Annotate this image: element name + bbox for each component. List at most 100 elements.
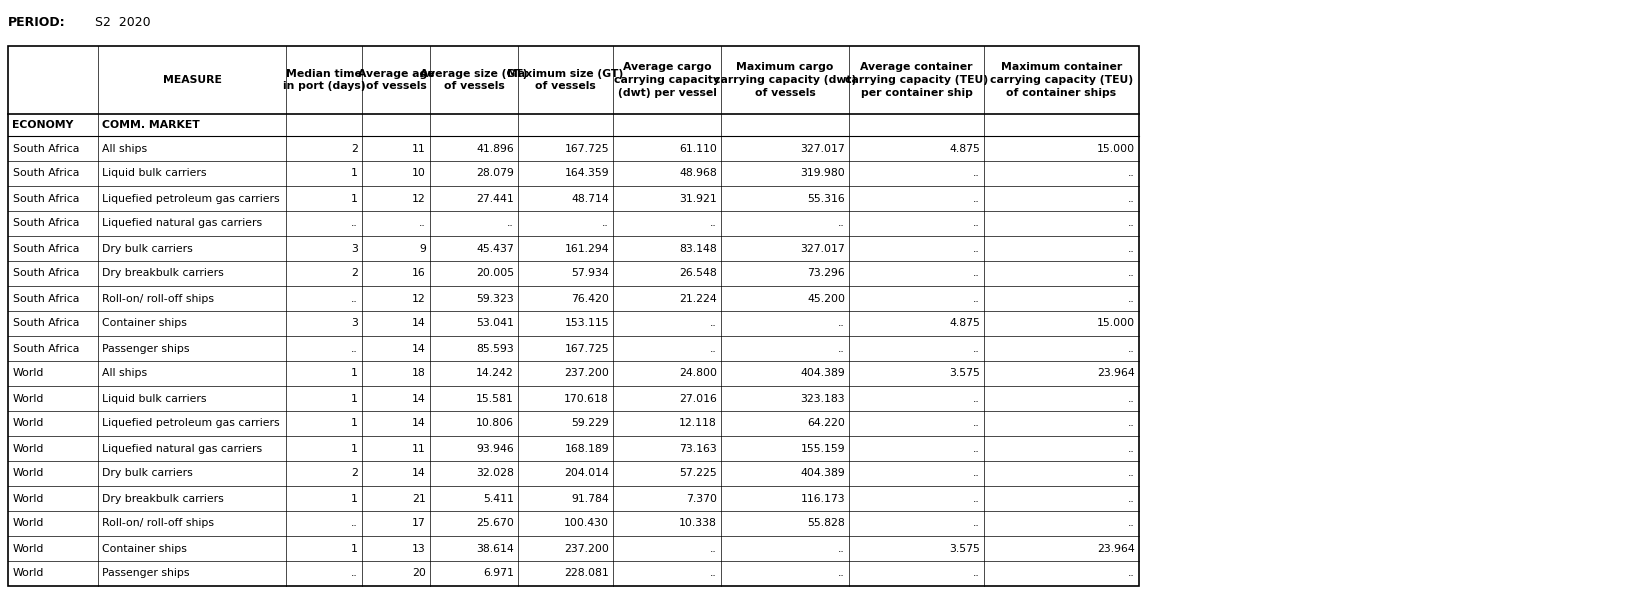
Text: ..: ..	[350, 219, 359, 228]
Text: 26.548: 26.548	[680, 269, 717, 278]
Text: 83.148: 83.148	[680, 243, 717, 254]
Text: 327.017: 327.017	[800, 144, 844, 153]
Text: 11: 11	[412, 144, 425, 153]
Text: 21.224: 21.224	[680, 293, 717, 304]
Text: 91.784: 91.784	[570, 493, 610, 504]
Text: 2: 2	[350, 469, 359, 478]
Text: 57.225: 57.225	[680, 469, 717, 478]
Text: Liquefied natural gas carriers: Liquefied natural gas carriers	[103, 444, 262, 454]
Text: Container ships: Container ships	[103, 319, 187, 329]
Text: South Africa: South Africa	[13, 269, 80, 278]
Text: 85.593: 85.593	[476, 344, 513, 353]
Text: World: World	[13, 493, 44, 504]
Text: Liquefied petroleum gas carriers: Liquefied petroleum gas carriers	[103, 418, 280, 429]
Text: ..: ..	[973, 394, 980, 403]
Text: ..: ..	[601, 219, 610, 228]
Text: 3.575: 3.575	[949, 543, 980, 554]
Text: World: World	[13, 469, 44, 478]
Text: ..: ..	[1128, 344, 1134, 353]
Text: World: World	[13, 569, 44, 579]
Text: 17: 17	[412, 519, 425, 528]
Text: 61.110: 61.110	[680, 144, 717, 153]
Text: ..: ..	[1128, 219, 1134, 228]
Text: ..: ..	[350, 293, 359, 304]
Text: ..: ..	[973, 269, 980, 278]
Text: ..: ..	[711, 569, 717, 579]
Text: 1: 1	[350, 444, 359, 454]
Text: 48.714: 48.714	[570, 194, 610, 204]
Text: ..: ..	[1128, 469, 1134, 478]
Text: ..: ..	[711, 344, 717, 353]
Text: ..: ..	[1128, 418, 1134, 429]
Text: 204.014: 204.014	[564, 469, 610, 478]
Text: South Africa: South Africa	[13, 168, 80, 178]
Text: 48.968: 48.968	[680, 168, 717, 178]
Text: 53.041: 53.041	[476, 319, 513, 329]
Text: 55.828: 55.828	[807, 519, 844, 528]
Text: Average size (GT)
of vessels: Average size (GT) of vessels	[421, 69, 528, 91]
Text: 404.389: 404.389	[800, 368, 844, 379]
Text: 155.159: 155.159	[800, 444, 844, 454]
Text: ..: ..	[1128, 394, 1134, 403]
Text: 1: 1	[350, 368, 359, 379]
Text: World: World	[13, 418, 44, 429]
Text: MEASURE: MEASURE	[163, 75, 222, 85]
Text: South Africa: South Africa	[13, 194, 80, 204]
Text: 15.000: 15.000	[1097, 319, 1134, 329]
Text: 12.118: 12.118	[680, 418, 717, 429]
Text: 7.370: 7.370	[686, 493, 717, 504]
Text: 2: 2	[350, 144, 359, 153]
Text: ..: ..	[350, 569, 359, 579]
Text: Maximum cargo
carrying capacity (dwt)
of vessels: Maximum cargo carrying capacity (dwt) of…	[714, 62, 856, 98]
Text: World: World	[13, 543, 44, 554]
Text: Liquefied petroleum gas carriers: Liquefied petroleum gas carriers	[103, 194, 280, 204]
Text: 167.725: 167.725	[564, 144, 610, 153]
Text: World: World	[13, 519, 44, 528]
Text: 1: 1	[350, 168, 359, 178]
Text: ..: ..	[507, 219, 513, 228]
Text: 76.420: 76.420	[570, 293, 610, 304]
Text: 153.115: 153.115	[564, 319, 610, 329]
Text: PERIOD:: PERIOD:	[8, 16, 65, 29]
Text: 4.875: 4.875	[949, 319, 980, 329]
Text: ..: ..	[1128, 269, 1134, 278]
Text: Liquid bulk carriers: Liquid bulk carriers	[103, 168, 207, 178]
Text: 13: 13	[412, 543, 425, 554]
Text: 10.338: 10.338	[680, 519, 717, 528]
Text: 25.670: 25.670	[476, 519, 513, 528]
Text: 3: 3	[350, 319, 359, 329]
Text: Average container
carrying capacity (TEU)
per container ship: Average container carrying capacity (TEU…	[844, 62, 988, 98]
Text: S2  2020: S2 2020	[95, 16, 150, 29]
Text: ..: ..	[973, 293, 980, 304]
Text: Dry breakbulk carriers: Dry breakbulk carriers	[103, 493, 223, 504]
Text: ..: ..	[350, 519, 359, 528]
Text: 6.971: 6.971	[482, 569, 513, 579]
Text: 14: 14	[412, 344, 425, 353]
Text: ..: ..	[1128, 493, 1134, 504]
Text: Average age
of vessels: Average age of vessels	[357, 69, 434, 91]
Text: Dry breakbulk carriers: Dry breakbulk carriers	[103, 269, 223, 278]
Text: 27.016: 27.016	[680, 394, 717, 403]
Text: 161.294: 161.294	[564, 243, 610, 254]
Text: 1: 1	[350, 194, 359, 204]
Text: ..: ..	[973, 219, 980, 228]
Text: South Africa: South Africa	[13, 219, 80, 228]
Text: 168.189: 168.189	[564, 444, 610, 454]
Text: 20.005: 20.005	[476, 269, 513, 278]
Text: 23.964: 23.964	[1097, 368, 1134, 379]
Text: ..: ..	[973, 418, 980, 429]
Text: 14.242: 14.242	[476, 368, 513, 379]
Text: 1: 1	[350, 418, 359, 429]
Text: 1: 1	[350, 394, 359, 403]
Text: 32.028: 32.028	[476, 469, 513, 478]
Text: ..: ..	[711, 219, 717, 228]
Text: 20: 20	[412, 569, 425, 579]
Text: ..: ..	[1128, 194, 1134, 204]
Text: 11: 11	[412, 444, 425, 454]
Text: 5.411: 5.411	[482, 493, 513, 504]
Text: South Africa: South Africa	[13, 344, 80, 353]
Text: Liquid bulk carriers: Liquid bulk carriers	[103, 394, 207, 403]
Text: 73.163: 73.163	[680, 444, 717, 454]
Text: 2: 2	[350, 269, 359, 278]
Text: All ships: All ships	[103, 368, 147, 379]
